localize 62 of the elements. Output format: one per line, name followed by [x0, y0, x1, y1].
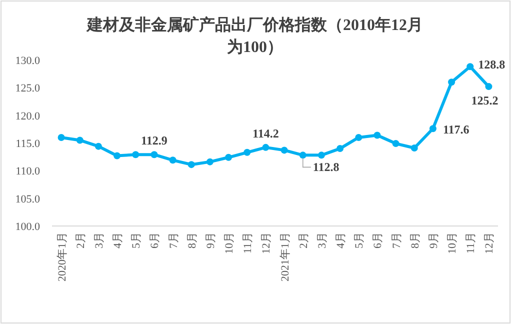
point	[169, 156, 176, 164]
x-tick-label: 5月	[354, 232, 366, 248]
x-tick-label: 2020年1月	[56, 232, 68, 282]
point	[336, 145, 344, 152]
x-tick-label: 3月	[316, 232, 328, 248]
y-tick-label: 130.0	[15, 55, 40, 67]
x-tick-label: 3月	[93, 232, 106, 248]
x-tick-label: 11月	[465, 232, 478, 254]
point	[132, 151, 140, 158]
point	[244, 148, 251, 156]
point	[466, 63, 474, 70]
y-tick-label: 105.0	[15, 193, 40, 206]
x-tick-label: 4月	[112, 232, 124, 248]
x-tick-label: 12月	[484, 232, 496, 254]
x-tick-label: 2月	[298, 232, 310, 248]
x-tick-label: 4月	[335, 232, 348, 248]
x-tick-label: 2021年1月	[279, 232, 292, 282]
x-tick-label: 9月	[204, 232, 217, 248]
point	[429, 125, 436, 132]
point	[58, 134, 65, 141]
x-tick-label: 8月	[186, 232, 198, 248]
point	[410, 144, 418, 152]
point	[94, 142, 102, 150]
x-tick-label: 5月	[130, 232, 143, 248]
x-tick-label: 10月	[224, 232, 236, 254]
point	[76, 136, 84, 144]
point	[448, 78, 456, 86]
x-tick-label: 2月	[74, 232, 87, 248]
y-tick-label: 120.0	[15, 110, 40, 122]
point	[150, 151, 158, 158]
point	[188, 161, 195, 168]
y-tick-label: 100.0	[15, 221, 40, 233]
data-label: 117.6	[442, 122, 470, 137]
x-tick-label: 11月	[242, 232, 254, 254]
x-tick-label: 9月	[428, 232, 440, 248]
point	[262, 144, 270, 151]
x-tick-label: 12月	[260, 232, 273, 254]
x-tick-label: 7月	[168, 232, 180, 248]
point	[280, 146, 288, 154]
x-tick-label: 6月	[149, 232, 162, 248]
y-tick-label: 125.0	[15, 82, 40, 95]
data-label: 112.9	[141, 134, 168, 148]
data-label: 114.2	[252, 126, 279, 140]
data-label: 125.2	[471, 94, 498, 108]
title: 建材及非金属矿产品出厂价格指数（2010年12月为100）	[87, 17, 423, 56]
data-label: 128.8	[478, 58, 506, 72]
y-tick-label: 115.0	[16, 138, 40, 150]
point	[318, 152, 325, 159]
x-tick-label: 8月	[409, 232, 422, 248]
point	[299, 152, 306, 159]
y-tick-label: 110.0	[16, 166, 40, 178]
point	[114, 152, 121, 160]
point	[355, 134, 362, 141]
data-label: 112.8	[312, 160, 340, 174]
point	[392, 140, 400, 148]
x-tick-label: 7月	[390, 232, 403, 248]
point	[374, 132, 381, 139]
x-tick-label: 6月	[372, 232, 384, 248]
point	[485, 83, 492, 90]
point	[206, 158, 214, 166]
point	[225, 154, 232, 161]
x-tick-label: 10月	[446, 232, 459, 254]
